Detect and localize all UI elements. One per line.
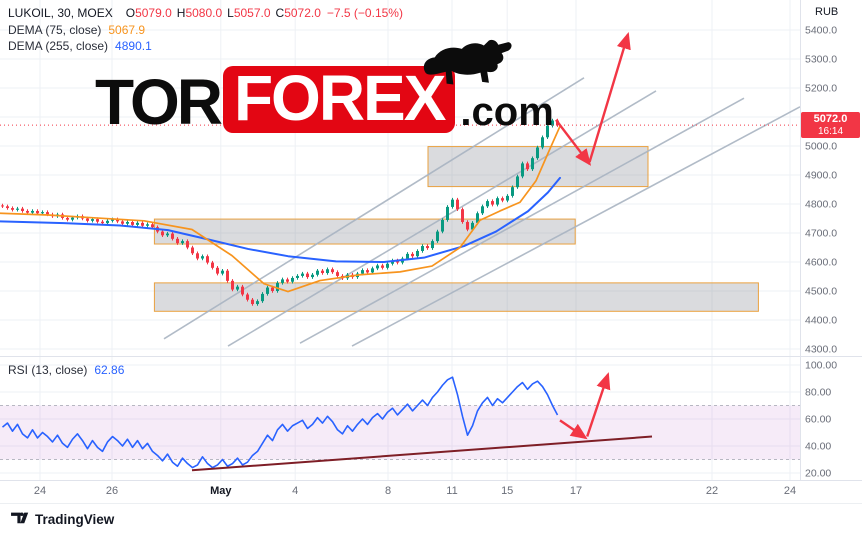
svg-text:5400.0: 5400.0 xyxy=(805,25,837,37)
dema255-legend-row[interactable]: DEMA (255, close) 4890.1 xyxy=(8,38,403,55)
low-value: 5057.0 xyxy=(233,6,271,20)
high-value: 5080.0 xyxy=(185,6,223,20)
svg-text:May: May xyxy=(210,485,232,497)
svg-text:4400.0: 4400.0 xyxy=(805,315,837,327)
change-value: −7.5 (−0.15%) xyxy=(326,6,403,20)
symbol-ohlc-row[interactable]: LUKOIL, 30, MOEX O5079.0 H5080.0 L5057.0 C50… xyxy=(8,5,403,22)
dema255-value: 4890.1 xyxy=(115,39,152,53)
dema75-label: DEMA (75, close) xyxy=(8,22,102,37)
torforex-watermark: TOR FOREX .com xyxy=(95,39,554,139)
last-price-time: 16:14 xyxy=(817,126,844,137)
svg-text:24: 24 xyxy=(34,485,46,497)
svg-text:4500.0: 4500.0 xyxy=(805,286,837,298)
svg-text:15: 15 xyxy=(501,485,513,497)
svg-text:4300.0: 4300.0 xyxy=(805,344,837,356)
rsi-line-layer xyxy=(1,376,653,472)
rsi-label: RSI (13, close) xyxy=(8,363,88,377)
svg-text:80.00: 80.00 xyxy=(805,387,831,399)
dema-layer xyxy=(0,125,561,293)
last-price-value: 5072.0 xyxy=(813,113,848,125)
svg-text:4: 4 xyxy=(292,485,298,497)
svg-text:4600.0: 4600.0 xyxy=(805,257,837,269)
borders-layer xyxy=(0,0,862,504)
svg-text:4700.0: 4700.0 xyxy=(805,228,837,240)
svg-text:22: 22 xyxy=(706,485,718,497)
svg-text:24: 24 xyxy=(784,485,796,497)
open-label: O xyxy=(125,6,136,20)
svg-text:100.00: 100.00 xyxy=(805,360,837,372)
dema75-legend-row[interactable]: DEMA (75, close) 5067.9 xyxy=(8,22,403,39)
svg-text:5300.0: 5300.0 xyxy=(805,54,837,66)
last-price-badge: 5072.0 16:14 xyxy=(801,112,860,138)
svg-text:17: 17 xyxy=(570,485,582,497)
svg-text:26: 26 xyxy=(106,485,118,497)
high-label: H xyxy=(176,6,186,20)
forecast-arrows-layer xyxy=(555,32,631,440)
channels-layer xyxy=(163,77,801,347)
low-label: L xyxy=(227,6,234,20)
rsi-band-layer xyxy=(0,405,800,460)
close-label: C xyxy=(275,6,285,20)
svg-text:4900.0: 4900.0 xyxy=(805,170,837,182)
svg-text:5000.0: 5000.0 xyxy=(805,141,837,153)
currency-label: RUB xyxy=(815,6,839,18)
tradingview-brand-text: TradingView xyxy=(35,511,115,527)
watermark-forex-text: FOREX xyxy=(233,62,446,134)
symbol-legend: LUKOIL, 30, MOEX O5079.0 H5080.0 L5057.0 C50… xyxy=(8,5,403,55)
svg-text:5200.0: 5200.0 xyxy=(805,83,837,95)
svg-text:4800.0: 4800.0 xyxy=(805,199,837,211)
rsi-value: 62.86 xyxy=(94,363,125,377)
dema75-value: 5067.9 xyxy=(108,22,146,37)
watermark-dotcom: .com xyxy=(460,90,554,135)
svg-text:8: 8 xyxy=(385,485,391,497)
dema255-label: DEMA (255, close) xyxy=(8,39,109,53)
axis-labels-layer: 5400.05300.05200.05100.05000.04900.04800… xyxy=(34,25,837,498)
symbol-title: LUKOIL, 30, MOEX xyxy=(8,6,113,20)
svg-text:40.00: 40.00 xyxy=(805,441,831,453)
svg-text:20.00: 20.00 xyxy=(805,468,831,480)
svg-text:11: 11 xyxy=(446,485,457,497)
zones-layer xyxy=(153,146,759,312)
rsi-legend[interactable]: RSI (13, close) 62.86 xyxy=(8,362,124,379)
tradingview-logo[interactable]: TradingView xyxy=(10,511,114,527)
bull-icon xyxy=(424,39,512,85)
watermark-forex-box: FOREX xyxy=(222,39,512,134)
tradingview-icon xyxy=(11,512,29,524)
svg-text:60.00: 60.00 xyxy=(805,414,831,426)
watermark-tor: TOR xyxy=(95,66,223,139)
grid-layer xyxy=(0,0,800,480)
open-value: 5079.0 xyxy=(135,6,172,20)
close-value: 5072.0 xyxy=(284,6,321,20)
